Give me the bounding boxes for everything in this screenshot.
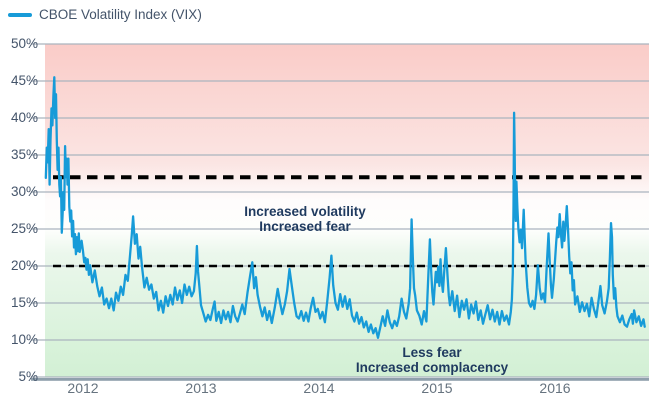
legend: CBOE Volatility Index (VIX): [8, 7, 202, 22]
plot-background-zones: [45, 44, 649, 377]
annotation-upper-line2: Increased fear: [259, 219, 351, 234]
y-axis-label-20: 20%: [10, 258, 38, 273]
reference-dashed-lines: [53, 175, 645, 268]
legend-line-swatch: [8, 12, 32, 17]
annotation-increased-volatility: Increased volatility Increased fear: [244, 204, 366, 234]
y-axis-label-45: 45%: [10, 73, 38, 88]
x-axis-line: [31, 378, 649, 381]
y-axis-label-15: 15%: [10, 295, 38, 310]
x-axis-spine: [31, 378, 649, 381]
annotation-lower-line1: Less fear: [402, 345, 462, 360]
y-axis-label-40: 40%: [10, 110, 38, 125]
vix-line: [44, 76, 646, 339]
x-axis-label-2016: 2016: [539, 380, 571, 396]
y-axis-label-35: 35%: [10, 147, 38, 162]
y-axis-label-5: 5%: [18, 369, 38, 384]
vix-series-line: [44, 76, 646, 339]
annotation-less-fear: Less fear Increased complacency: [356, 345, 508, 375]
y-axis-label-25: 25%: [10, 221, 38, 236]
legend-label: CBOE Volatility Index (VIX): [39, 7, 202, 22]
x-axis-label-2013: 2013: [185, 380, 217, 396]
y-axis-label-30: 30%: [10, 184, 38, 199]
x-axis-label-2014: 2014: [303, 380, 335, 396]
annotation-upper-line1: Increased volatility: [244, 204, 366, 219]
gradient-zone-rect: [45, 44, 649, 377]
y-axis-label-50: 50%: [10, 36, 38, 51]
annotation-lower-line2: Increased complacency: [355, 360, 509, 375]
y-axis-label-10: 10%: [10, 332, 38, 347]
x-axis-label-2012: 2012: [67, 380, 99, 396]
x-axis-label-2015: 2015: [421, 380, 453, 396]
